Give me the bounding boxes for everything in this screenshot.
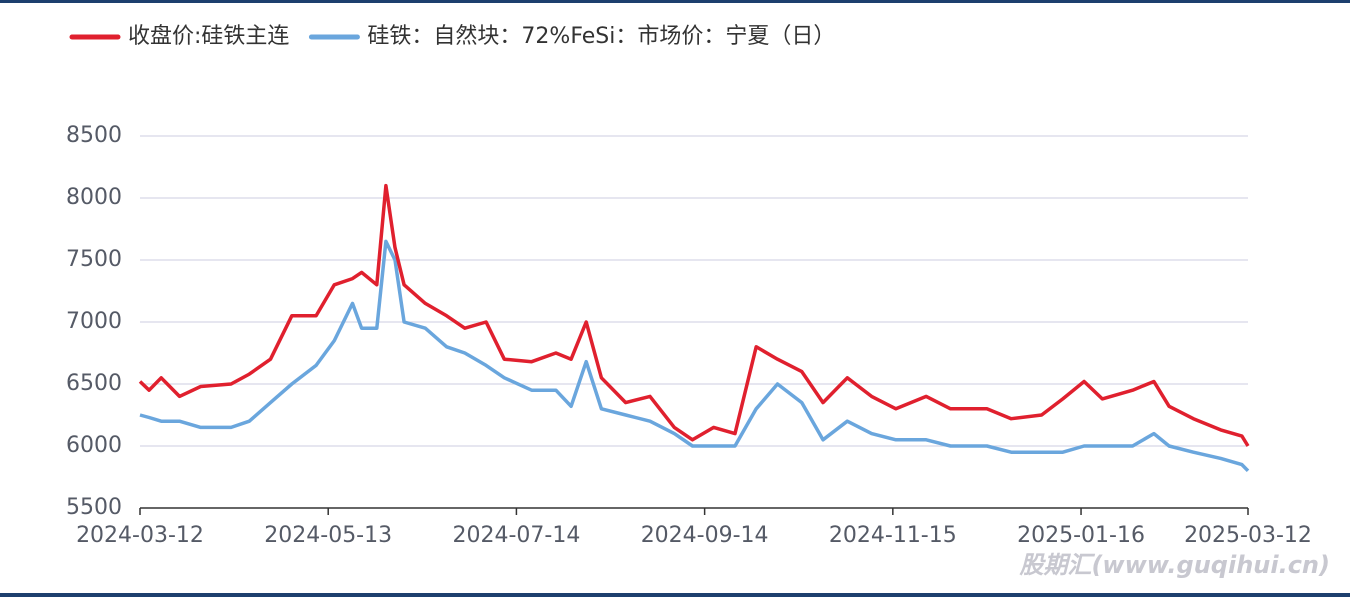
x-tick-label: 2024-05-13 [264, 523, 392, 548]
x-tick-label: 2024-07-14 [452, 523, 580, 548]
top-border [0, 0, 1350, 3]
x-tick-label: 2025-01-16 [1017, 523, 1145, 548]
y-tick-label: 7000 [66, 309, 122, 334]
series-line [138, 183, 1250, 447]
x-tick-label: 2024-11-15 [829, 523, 957, 548]
y-tick-label: 6000 [66, 433, 122, 458]
y-tick-label: 6500 [66, 371, 122, 396]
y-tick-label: 8500 [66, 123, 122, 148]
legend-label: 硅铁：自然块：72%FeSi：市场价：宁夏（日） [367, 24, 835, 49]
y-tick-label: 7500 [66, 247, 122, 272]
series-line [139, 239, 1250, 473]
y-tick-label: 8000 [66, 185, 122, 210]
y-tick-label: 5500 [66, 495, 122, 520]
x-tick-label: 2025-03-12 [1184, 523, 1312, 548]
x-tick-label: 2024-09-14 [641, 523, 769, 548]
legend-label: 收盘价:硅铁主连 [128, 24, 289, 49]
bottom-border [0, 593, 1350, 597]
watermark: 股期汇(www.guqihui.cn) [1018, 551, 1330, 579]
x-tick-label: 2024-03-12 [76, 523, 204, 548]
